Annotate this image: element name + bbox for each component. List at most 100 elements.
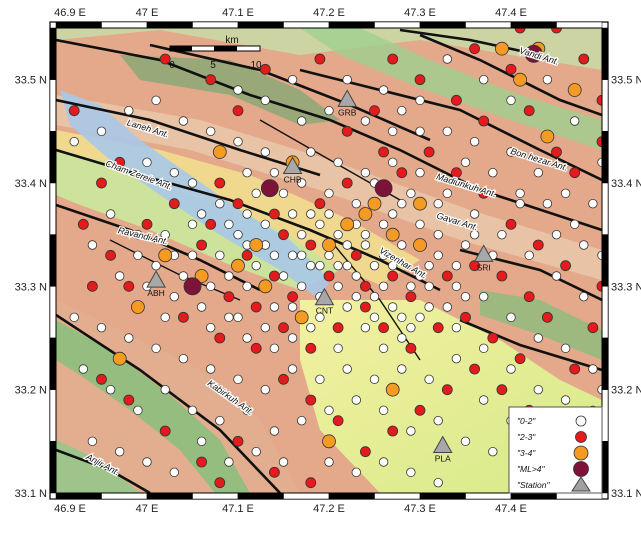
event-ml-2-3 xyxy=(469,363,481,375)
lon-tick-label-top: 46.9 E xyxy=(54,7,86,19)
event-ml-0-2 xyxy=(415,219,425,230)
lon-tick-label-bottom: 47.2 E xyxy=(313,503,345,515)
event-ml-0-2 xyxy=(351,291,362,302)
event-ml-0-2 xyxy=(242,167,252,178)
lat-tick-label-right: 33.1 N xyxy=(611,488,641,500)
event-ml-0-2 xyxy=(133,229,143,240)
event-ml-0-2 xyxy=(560,188,571,199)
lon-tick-label-top: 47.4 E xyxy=(495,7,527,19)
event-ml-2-3 xyxy=(332,415,344,427)
event-ml-0-2 xyxy=(242,281,252,292)
event-ml-2-3 xyxy=(159,53,171,65)
event-ml-0-2 xyxy=(378,405,389,416)
lon-tick-label-bottom: 47.3 E xyxy=(404,503,436,515)
event-ml-0-2 xyxy=(360,322,371,333)
event-ml-2-3 xyxy=(123,280,135,292)
event-ml-2-3 xyxy=(414,404,426,416)
event-ml-2-3 xyxy=(250,301,262,313)
event-ml-0-2 xyxy=(360,167,371,178)
event-ml-0-2 xyxy=(87,436,98,447)
event-ml-2-3 xyxy=(387,425,399,437)
event-ml-2-3 xyxy=(478,187,490,199)
event-ml-0-2 xyxy=(269,302,280,312)
event-ml-0-2 xyxy=(360,240,371,250)
event-ml-3-4 xyxy=(249,238,264,252)
event-ml-2-3 xyxy=(405,291,417,303)
event-ml-2-3 xyxy=(268,270,280,282)
event-ml-0-2 xyxy=(142,157,152,168)
event-ml-2-3 xyxy=(177,311,189,323)
event-ml-0-2 xyxy=(369,312,380,323)
event-ml-2-3 xyxy=(514,28,526,34)
event-ml-0-2 xyxy=(360,229,371,240)
event-ml-2-3 xyxy=(278,322,289,334)
event-ml-0-2 xyxy=(342,302,352,312)
event-ml-0-2 xyxy=(579,240,589,250)
event-ml-0-2 xyxy=(388,209,398,219)
event-ml-0-2 xyxy=(306,260,316,271)
event-ml-3-4 xyxy=(130,300,145,314)
event-ml-0-2 xyxy=(342,260,352,271)
event-ml-2-3 xyxy=(405,342,417,354)
event-ml-3-4 xyxy=(413,196,427,211)
event-ml-0-2 xyxy=(506,95,516,106)
event-ml-0-2 xyxy=(406,322,416,333)
lat-tick-label-left: 33.1 N xyxy=(15,488,47,500)
lon-tick-label-top: 47 E xyxy=(136,7,159,19)
event-ml-0-2 xyxy=(597,250,602,261)
event-ml-0-2 xyxy=(515,198,525,209)
event-ml-2-3 xyxy=(569,363,581,375)
event-ml-0-2 xyxy=(460,240,471,250)
event-ml-3-4 xyxy=(231,258,245,273)
event-ml-0-2 xyxy=(242,333,252,343)
event-ml-0-2 xyxy=(424,281,434,292)
event-ml-2-3 xyxy=(505,63,517,75)
event-ml-0-2 xyxy=(533,167,544,178)
event-ml-0-2 xyxy=(542,198,553,209)
event-ml-2-3 xyxy=(159,425,171,437)
event-ml-2-3 xyxy=(569,167,581,179)
event-ml-0-2 xyxy=(233,312,243,323)
event-ml-0-2 xyxy=(378,457,389,467)
event-ml-3-4 xyxy=(385,382,400,397)
event-ml-0-2 xyxy=(469,209,480,219)
lat-tick-label-left: 33.5 N xyxy=(15,75,47,87)
event-ml-0-2 xyxy=(287,333,298,343)
legend-station-symbol xyxy=(571,476,591,492)
event-ml-0-2 xyxy=(187,178,198,188)
event-ml-0-2 xyxy=(133,405,143,416)
event-ml-2-3 xyxy=(196,239,208,251)
event-ml-0-2 xyxy=(205,126,216,137)
event-ml-0-2 xyxy=(424,260,434,271)
event-ml-0-2 xyxy=(397,105,407,116)
legend: "0-2" "2-3" "3-4" "ML>4" "Station" xyxy=(508,406,603,494)
event-ml-2-3 xyxy=(214,477,226,489)
scale-label-5: 5 xyxy=(210,60,216,71)
event-ml-2-3 xyxy=(278,373,289,385)
event-ml-0-2 xyxy=(178,353,189,364)
event-ml-2-3 xyxy=(596,280,602,292)
event-ml-0-2 xyxy=(242,405,252,416)
event-ml-2-3 xyxy=(232,105,244,117)
event-ml-2-3 xyxy=(542,311,553,323)
event-ml-2-3 xyxy=(441,270,453,282)
event-ml-0-2 xyxy=(151,343,161,354)
event-ml-0-2 xyxy=(378,343,389,354)
event-ml-0-2 xyxy=(433,415,443,426)
event-ml-2-3 xyxy=(359,446,371,458)
event-ml-2-3 xyxy=(77,218,89,230)
event-ml-0-2 xyxy=(378,219,389,230)
event-ml-0-2 xyxy=(333,229,343,240)
event-ml-0-2 xyxy=(297,250,307,261)
event-ml-0-2 xyxy=(324,209,334,219)
legend-label: "2-3" xyxy=(517,432,536,442)
lat-tick-label-right: 33.3 N xyxy=(611,281,641,293)
event-ml-2-3 xyxy=(396,167,408,179)
event-ml-0-2 xyxy=(442,54,453,64)
event-ml-2-3 xyxy=(287,291,299,303)
event-ml-0-2 xyxy=(187,250,198,261)
event-ml-0-2 xyxy=(479,395,489,405)
lat-tick-label-right: 33.4 N xyxy=(611,178,641,190)
